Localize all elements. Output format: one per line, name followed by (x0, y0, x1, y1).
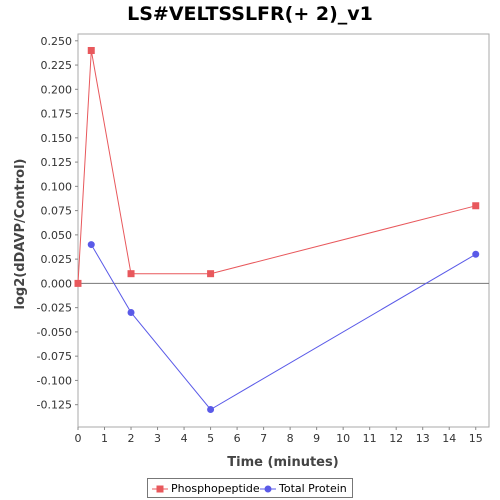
circle-marker-icon (260, 485, 276, 493)
x-tick-label: 11 (363, 432, 377, 445)
data-point-phosphopeptide (472, 202, 480, 210)
legend-label-phosphopeptide: Phosphopeptide (171, 482, 260, 495)
x-tick-label: 2 (128, 432, 135, 445)
legend-label-total-protein: Total Protein (279, 482, 347, 495)
series-layer (74, 46, 480, 414)
y-tick-label: -0.075 (37, 350, 72, 363)
x-axis-title: Time (minutes) (227, 455, 338, 470)
x-tick-label: 6 (234, 432, 241, 445)
y-tick-label: -0.025 (37, 302, 72, 315)
chart-title: LS#VELTSSLFR(+ 2)_v1 (127, 3, 373, 25)
x-tick-label: 10 (336, 432, 350, 445)
y-tick-label: -0.050 (37, 326, 72, 339)
y-tick-label: 0.175 (41, 108, 73, 121)
y-tick-label: 0.100 (41, 180, 73, 193)
legend: Phosphopeptide Total Protein (147, 478, 353, 498)
data-point-phosphopeptide (127, 270, 135, 278)
y-tick-label: 0.050 (41, 229, 73, 242)
y-tick-label: -0.125 (37, 399, 72, 412)
plot-area-frame (77, 33, 490, 428)
y-tick-label: 0.250 (41, 35, 73, 48)
data-point-total-protein (87, 241, 95, 249)
y-tick-label: 0.125 (41, 156, 73, 169)
x-tick-label: 0 (75, 432, 82, 445)
x-tick-label: 1 (101, 432, 108, 445)
y-tick-label: 0.150 (41, 132, 73, 145)
y-tick-label: 0.200 (41, 83, 73, 96)
y-tick-label: 0.000 (41, 277, 73, 290)
x-tick-label: 5 (207, 432, 214, 445)
x-tick-label: 13 (416, 432, 430, 445)
y-tick-label: 0.225 (41, 59, 73, 72)
series-line-total-protein (90, 244, 476, 411)
y-tick-label: 0.075 (41, 205, 73, 218)
x-tick-label: 12 (389, 432, 403, 445)
axes: -0.125 -0.100 -0.075 -0.050 -0.025 0.000 0.025… (37, 33, 490, 445)
x-tick-label: 4 (181, 432, 188, 445)
x-tick-label: 8 (287, 432, 294, 445)
x-tick-label: 3 (154, 432, 161, 445)
data-point-total-protein (127, 308, 135, 316)
data-point-total-protein (472, 250, 480, 258)
square-marker-icon (152, 485, 168, 493)
data-point-phosphopeptide (87, 46, 95, 54)
series-line-phosphopeptide (77, 50, 476, 284)
x-tick-label: 7 (260, 432, 267, 445)
y-tick-label: 0.025 (41, 253, 73, 266)
y-tick-label: -0.100 (37, 374, 72, 387)
data-point-total-protein (207, 406, 215, 414)
y-axis-title: log2(dDAVP/Control) (13, 159, 28, 310)
data-point-phosphopeptide (74, 279, 82, 287)
x-tick-label: 15 (469, 432, 483, 445)
x-tick-label: 9 (313, 432, 320, 445)
data-point-phosphopeptide (207, 270, 215, 278)
x-tick-label: 14 (442, 432, 456, 445)
